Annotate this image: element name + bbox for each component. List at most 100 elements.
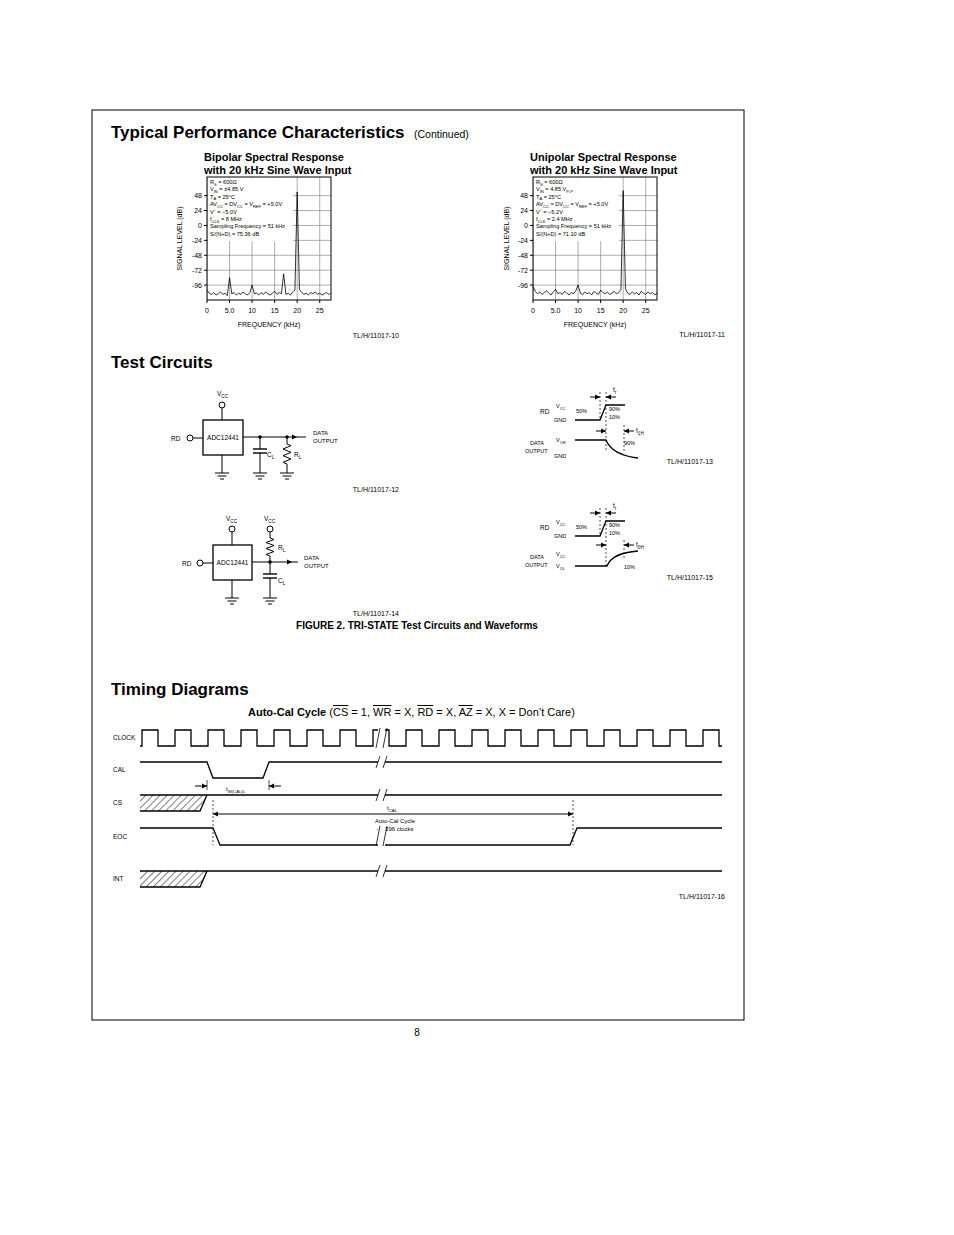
label: OUTPUT — [525, 448, 548, 454]
line — [287, 437, 288, 444]
title-part: Auto-Cal Cycle — [248, 706, 326, 718]
break-mark — [376, 865, 380, 877]
text-part: V⁻ = −5.2V — [536, 209, 563, 215]
label: 90% — [609, 522, 620, 528]
tick-label: -72 — [192, 267, 202, 274]
label: RL — [294, 451, 302, 460]
annotation: Sampling Frequency = 51 kHz — [536, 223, 611, 229]
arrowhead — [595, 395, 600, 400]
title-part: = X, X = Don’t Care) — [473, 706, 575, 718]
text-part: OL — [560, 566, 566, 571]
chip — [203, 420, 243, 455]
arrowhead — [595, 511, 600, 516]
label: RD — [171, 435, 181, 442]
label: VCC — [217, 390, 229, 399]
text-part: = 25°C — [216, 194, 235, 200]
tick-label: -24 — [192, 237, 202, 244]
ground — [268, 604, 272, 605]
guide — [269, 780, 270, 790]
label: CL — [267, 451, 275, 460]
text-part: r — [615, 390, 617, 395]
tick-label: -48 — [192, 252, 202, 259]
text-part: L — [272, 455, 275, 460]
text-part: 0H — [638, 545, 644, 550]
page-border — [92, 110, 744, 1020]
plot-frame — [533, 177, 657, 300]
annotation-box — [534, 178, 619, 241]
line — [260, 437, 261, 449]
tick-label: -24 — [518, 237, 528, 244]
text-part: CC — [560, 406, 566, 411]
grid-line — [319, 177, 320, 300]
arrowhead — [606, 395, 611, 400]
terminal — [267, 526, 273, 532]
section-title: Test Circuits — [111, 353, 213, 372]
label: RD — [540, 524, 550, 531]
ground — [266, 601, 275, 602]
waveform — [140, 794, 207, 795]
plot-area — [207, 177, 331, 300]
text-part: OH — [560, 440, 566, 445]
label: RL — [278, 544, 286, 553]
section-title: Typical Performance Characteristics — [111, 123, 405, 142]
ground — [283, 476, 292, 477]
grid-line — [207, 285, 331, 286]
capacitor — [263, 573, 277, 574]
clock-waveform — [140, 730, 722, 746]
guide — [600, 508, 601, 536]
tick-label: 24 — [520, 207, 528, 214]
break-mark — [376, 826, 380, 846]
waveform — [140, 828, 722, 845]
line — [203, 563, 213, 564]
grid-line — [533, 255, 657, 256]
spectrum-line — [533, 191, 657, 295]
label: tW(CAL)L — [226, 786, 246, 794]
label: OUTPUT — [525, 562, 548, 568]
text-part: CC — [268, 519, 275, 524]
label: tCAL — [387, 805, 398, 813]
text-part: W(CAL)L — [228, 789, 246, 794]
section-note: (Continued) — [414, 128, 469, 140]
annotation: S/(N+D) = 75.36 dB — [210, 231, 259, 237]
break — [378, 824, 385, 848]
tick-label: 0 — [524, 222, 528, 229]
terminal — [187, 435, 193, 441]
plot-area — [533, 177, 657, 300]
break-mark — [383, 865, 387, 877]
caption: TL/H/11017-11 — [679, 331, 725, 338]
break — [378, 726, 385, 750]
text-part: CC — [560, 554, 566, 559]
guide — [600, 392, 601, 420]
label: DATA — [530, 440, 544, 446]
break-mark — [376, 756, 380, 768]
signal-label: CAL — [113, 766, 126, 773]
break-mark — [383, 826, 387, 846]
line — [222, 408, 223, 420]
label: OUTPUT — [304, 563, 329, 569]
text-part: = DV — [549, 201, 563, 207]
label: RD — [182, 560, 192, 567]
label: 10% — [609, 414, 620, 420]
text-part: CAL — [389, 808, 398, 813]
waveform — [140, 870, 207, 871]
annotation-box — [208, 178, 293, 241]
guide — [606, 508, 607, 566]
tick-label: 24 — [194, 207, 202, 214]
ground — [258, 479, 262, 480]
label: CL — [278, 577, 286, 586]
text-part: Sampling Frequency = 51 kHz — [210, 223, 285, 229]
tick-label: 5.0 — [551, 307, 561, 314]
label: Auto-Cal Cycle — [375, 818, 416, 824]
label: VCC — [556, 519, 566, 527]
axis-label: FREQUENCY (kHz) — [564, 321, 626, 329]
label: tr — [613, 386, 617, 395]
text-part: = +5.0V — [587, 201, 608, 207]
axis-label: SIGNAL LEVEL (dB) — [503, 206, 511, 270]
figure-caption: FIGURE 2. TRI-STATE Test Circuits and Wa… — [296, 620, 538, 631]
label: VCC — [264, 515, 276, 524]
terminal — [219, 402, 225, 408]
guide — [213, 800, 214, 845]
waveform — [575, 440, 638, 458]
section-title: Timing Diagrams — [111, 680, 249, 699]
title-part: = X, — [391, 706, 417, 718]
